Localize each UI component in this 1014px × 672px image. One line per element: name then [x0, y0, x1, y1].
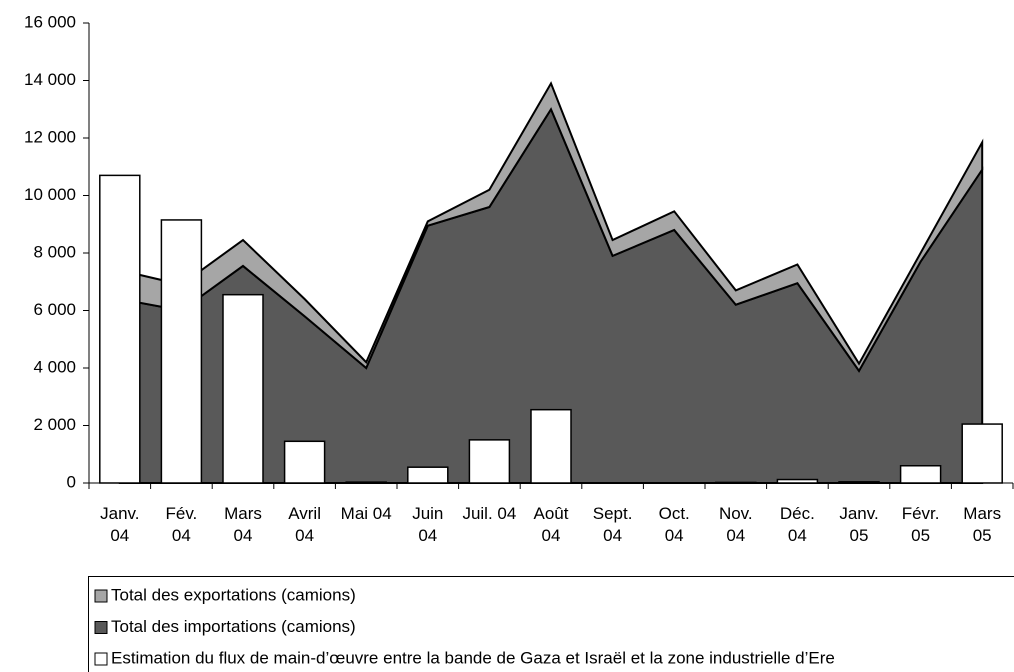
bar	[899, 465, 942, 484]
x-tick-label: Avril 04	[288, 504, 321, 545]
x-tick-label: Juil. 04	[462, 504, 517, 523]
bar	[407, 466, 449, 484]
y-tick-label: 14 000	[24, 70, 76, 89]
y-tick-label: 8 000	[33, 242, 76, 261]
legend-label: Estimation du flux de main-d’œuvre entre…	[111, 648, 835, 667]
y-tick-label: 16 000	[24, 12, 76, 31]
x-tick-label: Fév. 04	[165, 504, 198, 545]
y-tick-label: 4 000	[33, 357, 76, 376]
bar	[99, 174, 141, 484]
x-tick-label: Nov. 04	[718, 504, 753, 545]
x-tick-label: Mars 04	[224, 504, 262, 545]
bar	[468, 439, 511, 484]
x-tick-label: Janv. 04	[100, 504, 140, 545]
x-tick-label: Juin 04	[412, 504, 444, 545]
y-tick-label: 10 000	[24, 185, 76, 204]
legend-swatch	[94, 589, 108, 603]
legend-label: Total des importations (camions)	[111, 617, 356, 636]
x-tick-label: Janv. 05	[839, 504, 879, 545]
legend-box	[88, 576, 1014, 672]
bar	[283, 440, 326, 484]
x-tick-label: Déc. 04	[779, 504, 815, 545]
y-tick-label: 0	[67, 472, 76, 491]
x-tick-label: Févr. 05	[901, 504, 940, 545]
bar	[776, 478, 819, 484]
bar	[530, 408, 572, 484]
y-tick-label: 6 000	[33, 300, 76, 319]
legend-swatch	[94, 621, 108, 634]
bar	[961, 423, 1003, 484]
area	[118, 81, 984, 373]
y-tick-label: 2 000	[33, 415, 76, 434]
legend-swatch	[94, 652, 108, 666]
legend-label: Total des exportations (camions)	[111, 585, 356, 604]
x-tick-label: Oct. 04	[658, 504, 690, 545]
y-tick-label: 12 000	[24, 127, 76, 146]
x-tick-label: Août 04	[533, 504, 569, 545]
bar	[222, 293, 264, 484]
bar	[160, 219, 203, 484]
x-tick-label: Mars 05	[963, 504, 1002, 545]
x-tick-label: Sept. 04	[592, 504, 633, 545]
x-tick-label: Mai 04	[340, 504, 392, 523]
